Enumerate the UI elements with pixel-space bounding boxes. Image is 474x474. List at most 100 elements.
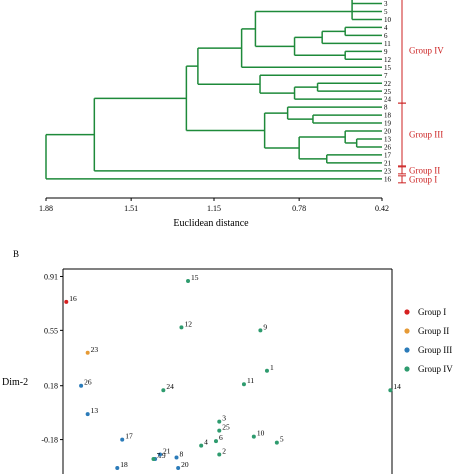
scatter-point-label: 23 bbox=[91, 345, 99, 354]
dendrogram-x-tick-label: 0.42 bbox=[375, 204, 389, 213]
group-label-iv: Group IV bbox=[409, 45, 444, 55]
dendrogram-leaf-label: 24 bbox=[384, 96, 392, 104]
dendrogram-leaf-label: 15 bbox=[384, 64, 392, 72]
dendrogram-leaf-label: 21 bbox=[384, 160, 392, 168]
scatter-point bbox=[179, 325, 184, 330]
scatter-point-label: 2 bbox=[222, 447, 226, 456]
scatter-y-tick-label: 0.55 bbox=[44, 326, 58, 335]
scatter-point-label: 15 bbox=[191, 273, 199, 282]
scatter-point-label: 20 bbox=[181, 460, 189, 469]
group-label-i: Group I bbox=[409, 174, 437, 184]
scatter-point-label: 6 bbox=[219, 433, 223, 442]
dendrogram-leaf-label: 26 bbox=[384, 144, 392, 152]
legend-label: Group IV bbox=[418, 364, 453, 374]
dendrogram-leaf-label: 6 bbox=[384, 32, 388, 40]
scatter-point-label: 14 bbox=[393, 382, 401, 391]
legend-label: Group II bbox=[418, 326, 449, 336]
dendrogram-leaf-label: 25 bbox=[384, 88, 392, 96]
scatter-point bbox=[264, 368, 269, 373]
scatter-point bbox=[251, 434, 256, 439]
dendrogram-x-tick-label: 0.78 bbox=[292, 204, 306, 213]
legend-marker bbox=[404, 347, 410, 353]
panel-b-label: B bbox=[13, 249, 19, 259]
scatter-point-label: 1 bbox=[270, 363, 274, 372]
scatter-point bbox=[217, 428, 222, 433]
scatter-point bbox=[174, 455, 179, 460]
scatter-point-label: 10 bbox=[257, 429, 265, 438]
scatter-point bbox=[79, 383, 84, 388]
legend-marker bbox=[404, 328, 410, 334]
scatter-point bbox=[85, 412, 90, 417]
legend-label: Group III bbox=[418, 345, 452, 355]
scatter-y-axis-label: Dim-2 bbox=[2, 377, 28, 388]
dendrogram-leaf-label: 10 bbox=[384, 16, 392, 24]
dendrogram-leaf-label: 16 bbox=[384, 175, 392, 183]
dendrogram-leaf-label: 11 bbox=[384, 40, 391, 48]
scatter-point bbox=[258, 328, 263, 333]
dendrogram-leaf-label: 23 bbox=[384, 167, 392, 175]
dendrogram-leaf-label: 19 bbox=[384, 120, 392, 128]
scatter-point-label: 4 bbox=[204, 438, 208, 447]
dendrogram-axis: Euclidean distance 1.88 1.51 1.15 0.78 0.42 bbox=[39, 197, 389, 229]
dendrogram-x-tick-label: 1.51 bbox=[124, 204, 138, 213]
scatter-point-label: 21 bbox=[163, 447, 171, 456]
dendrogram-leaf-label: 12 bbox=[384, 56, 392, 64]
scatter-point-label: 5 bbox=[280, 435, 284, 444]
scatter-point bbox=[213, 439, 218, 444]
scatter-y-axis: Dim-2 0.91 0.55 0.18 -0.18 bbox=[2, 272, 63, 445]
scatter-point-label: 7 bbox=[156, 451, 160, 460]
scatter-point bbox=[120, 437, 125, 442]
legend-label: Group I bbox=[418, 307, 446, 317]
scatter-point-label: 9 bbox=[263, 322, 267, 331]
dendrogram-leaf-label: 18 bbox=[384, 112, 392, 120]
group-label-ii: Group II bbox=[409, 165, 440, 175]
scatter-point bbox=[217, 452, 222, 457]
scatter-point-label: 17 bbox=[125, 432, 133, 441]
scatter-point-label: 12 bbox=[184, 319, 192, 328]
scatter-point-label: 8 bbox=[180, 450, 184, 459]
dendrogram-leaf-label: 3 bbox=[384, 0, 388, 8]
dendrogram-tree bbox=[45, 0, 382, 180]
scatter-legend: Group I Group II Group III Group IV bbox=[404, 307, 453, 374]
scatter-point-label: 3 bbox=[222, 414, 226, 423]
dendrogram-leaf-label: 13 bbox=[384, 136, 392, 144]
scatter-point bbox=[85, 350, 90, 355]
scatter-point bbox=[186, 278, 191, 283]
scatter-plot-area bbox=[62, 268, 393, 474]
dendrogram-leaf-label: 22 bbox=[384, 80, 392, 88]
dendrogram-leaf-label: 5 bbox=[384, 8, 388, 16]
dendrogram-leaf-label: 7 bbox=[384, 72, 388, 80]
dendrogram-leaf-label: 20 bbox=[384, 128, 392, 136]
scatter-y-tick-label: 0.91 bbox=[44, 272, 58, 281]
scatter-point bbox=[241, 382, 246, 387]
scatter-point bbox=[158, 452, 163, 457]
scatter-point bbox=[64, 299, 69, 304]
scatter-point-label: 16 bbox=[69, 294, 77, 303]
scatter-point bbox=[199, 443, 204, 448]
scatter-point-label: 19 bbox=[158, 451, 166, 460]
dendrogram-leaf-label: 17 bbox=[384, 152, 392, 160]
scatter-point-label: 25 bbox=[222, 423, 230, 432]
scatter-point bbox=[161, 388, 166, 393]
scatter-point-label: 13 bbox=[91, 406, 99, 415]
scatter-point bbox=[115, 466, 120, 471]
scatter-y-tick-label: 0.18 bbox=[44, 382, 58, 391]
scatter-point-label: 11 bbox=[247, 376, 254, 385]
scatter-point bbox=[151, 457, 156, 462]
scatter-point bbox=[388, 388, 393, 393]
scatter-point-label: 18 bbox=[120, 460, 128, 469]
legend-marker bbox=[404, 309, 410, 315]
scatter-point-label: 26 bbox=[84, 378, 92, 387]
dendrogram-x-axis-label: Euclidean distance bbox=[173, 218, 249, 229]
scatter-point bbox=[274, 440, 279, 445]
dendrogram-x-tick-label: 1.88 bbox=[39, 204, 53, 213]
scatter-point bbox=[176, 466, 181, 471]
scatter-y-tick-label: -0.18 bbox=[41, 436, 58, 445]
legend-marker bbox=[404, 366, 410, 372]
scatter-point bbox=[217, 419, 222, 424]
scatter-point-label: 24 bbox=[166, 382, 174, 391]
